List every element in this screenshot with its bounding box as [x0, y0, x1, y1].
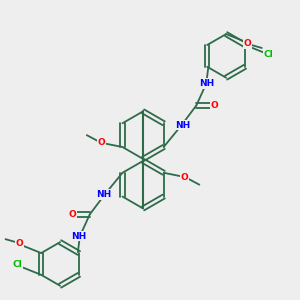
Text: O: O	[244, 40, 252, 49]
Text: O: O	[98, 138, 106, 147]
Text: Cl: Cl	[264, 50, 274, 59]
Text: NH: NH	[71, 232, 86, 241]
Text: O: O	[16, 238, 23, 247]
Text: NH: NH	[200, 79, 215, 88]
Text: O: O	[210, 101, 218, 110]
Text: NH: NH	[175, 121, 190, 130]
Text: Cl: Cl	[13, 260, 22, 269]
Text: NH: NH	[96, 190, 111, 199]
Text: O: O	[68, 210, 76, 219]
Text: O: O	[181, 173, 188, 182]
